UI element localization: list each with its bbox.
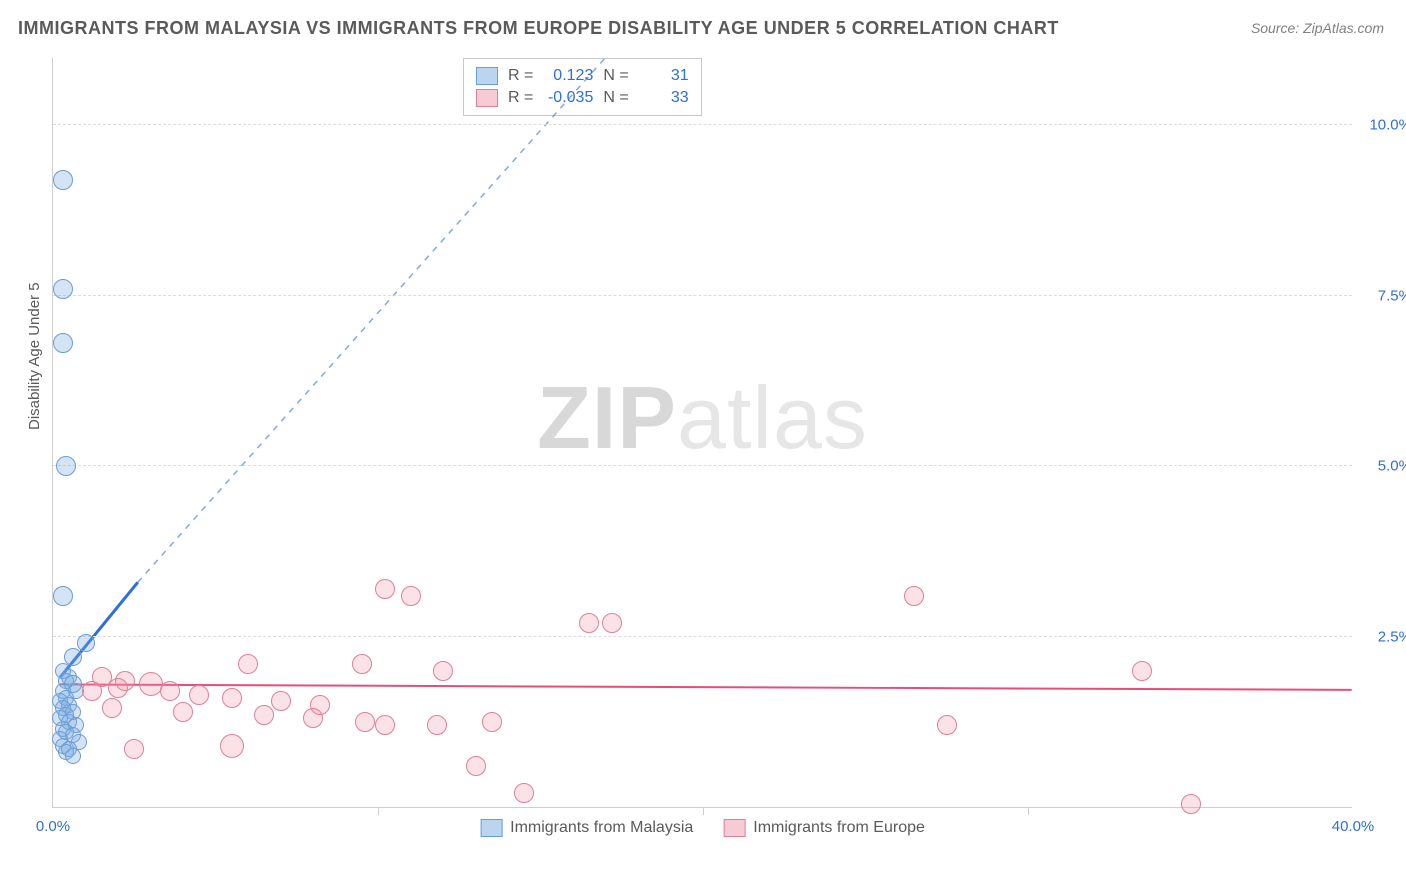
x-tick-label: 40.0% (1332, 818, 1375, 835)
swatch-blue-icon (476, 67, 498, 85)
chart-title: IMMIGRANTS FROM MALAYSIA VS IMMIGRANTS F… (18, 18, 1059, 39)
scatter-point (602, 613, 622, 633)
scatter-point (82, 681, 102, 701)
scatter-point (173, 702, 193, 722)
scatter-point (124, 739, 144, 759)
bottom-legend-europe: Immigrants from Europe (723, 819, 925, 837)
scatter-point (514, 783, 534, 803)
scatter-point (375, 715, 395, 735)
y-tick-label: 5.0% (1362, 458, 1406, 475)
scatter-point (220, 734, 244, 758)
scatter-point (139, 672, 163, 696)
scatter-point (65, 748, 81, 764)
legend-row-europe: R = -0.035 N = 33 (476, 87, 689, 109)
scatter-point (222, 688, 242, 708)
scatter-point (271, 691, 291, 711)
scatter-point (375, 579, 395, 599)
scatter-point (303, 708, 323, 728)
watermark: ZIPatlas (537, 367, 868, 469)
scatter-point (254, 705, 274, 725)
scatter-point (433, 661, 453, 681)
legend-r-value-europe: -0.035 (543, 89, 593, 107)
scatter-point (108, 678, 128, 698)
scatter-point (53, 279, 73, 299)
bottom-legend-malaysia-label: Immigrants from Malaysia (510, 819, 693, 837)
scatter-point (53, 170, 73, 190)
scatter-point (56, 456, 76, 476)
gridline-h (53, 465, 1352, 466)
watermark-bold: ZIP (537, 368, 677, 467)
legend-n-value-malaysia: 31 (639, 67, 689, 85)
gridline-h (53, 636, 1352, 637)
bottom-legend-europe-label: Immigrants from Europe (753, 819, 925, 837)
x-tick-mark (1028, 807, 1029, 815)
y-axis-title: Disability Age Under 5 (26, 282, 43, 430)
trend-lines (53, 58, 1352, 807)
scatter-point (102, 698, 122, 718)
x-tick-mark (703, 807, 704, 815)
watermark-light: atlas (677, 368, 868, 467)
chart-plot-area: ZIPatlas R = 0.123 N = 31 R = -0.035 N =… (52, 58, 1352, 808)
y-tick-label: 2.5% (1362, 628, 1406, 645)
scatter-point (189, 685, 209, 705)
scatter-point (427, 715, 447, 735)
bottom-legend-malaysia: Immigrants from Malaysia (480, 819, 693, 837)
gridline-h (53, 295, 1352, 296)
scatter-point (53, 333, 73, 353)
scatter-point (1132, 661, 1152, 681)
scatter-point (937, 715, 957, 735)
legend-n-label: N = (603, 67, 628, 85)
bottom-legend: Immigrants from Malaysia Immigrants from… (480, 819, 925, 837)
scatter-point (160, 681, 180, 701)
x-tick-mark (378, 807, 379, 815)
legend-r-label: R = (508, 89, 533, 107)
swatch-pink-icon (723, 819, 745, 837)
scatter-point (904, 586, 924, 606)
legend-r-value-malaysia: 0.123 (543, 67, 593, 85)
scatter-point (53, 586, 73, 606)
swatch-blue-icon (480, 819, 502, 837)
source-label: Source: ZipAtlas.com (1251, 20, 1384, 36)
y-tick-label: 10.0% (1362, 117, 1406, 134)
scatter-point (77, 634, 95, 652)
scatter-point (579, 613, 599, 633)
scatter-point (482, 712, 502, 732)
gridline-h (53, 124, 1352, 125)
x-tick-label: 0.0% (36, 818, 70, 835)
legend-n-label: N = (603, 89, 628, 107)
scatter-point (355, 712, 375, 732)
correlation-legend: R = 0.123 N = 31 R = -0.035 N = 33 (463, 58, 702, 116)
scatter-point (352, 654, 372, 674)
scatter-point (401, 586, 421, 606)
scatter-point (238, 654, 258, 674)
scatter-point (1181, 794, 1201, 814)
swatch-pink-icon (476, 89, 498, 107)
legend-row-malaysia: R = 0.123 N = 31 (476, 65, 689, 87)
legend-n-value-europe: 33 (639, 89, 689, 107)
scatter-point (466, 756, 486, 776)
y-tick-label: 7.5% (1362, 287, 1406, 304)
legend-r-label: R = (508, 67, 533, 85)
